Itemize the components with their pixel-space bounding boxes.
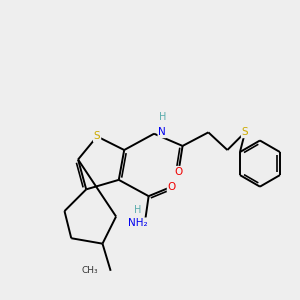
- Text: S: S: [94, 131, 101, 141]
- Text: H: H: [158, 112, 166, 122]
- Text: S: S: [242, 128, 248, 137]
- Text: CH₃: CH₃: [82, 266, 98, 275]
- Text: O: O: [168, 182, 176, 192]
- Text: H: H: [134, 205, 142, 215]
- Text: O: O: [174, 167, 183, 177]
- Text: N: N: [158, 128, 166, 137]
- Text: NH₂: NH₂: [128, 218, 148, 228]
